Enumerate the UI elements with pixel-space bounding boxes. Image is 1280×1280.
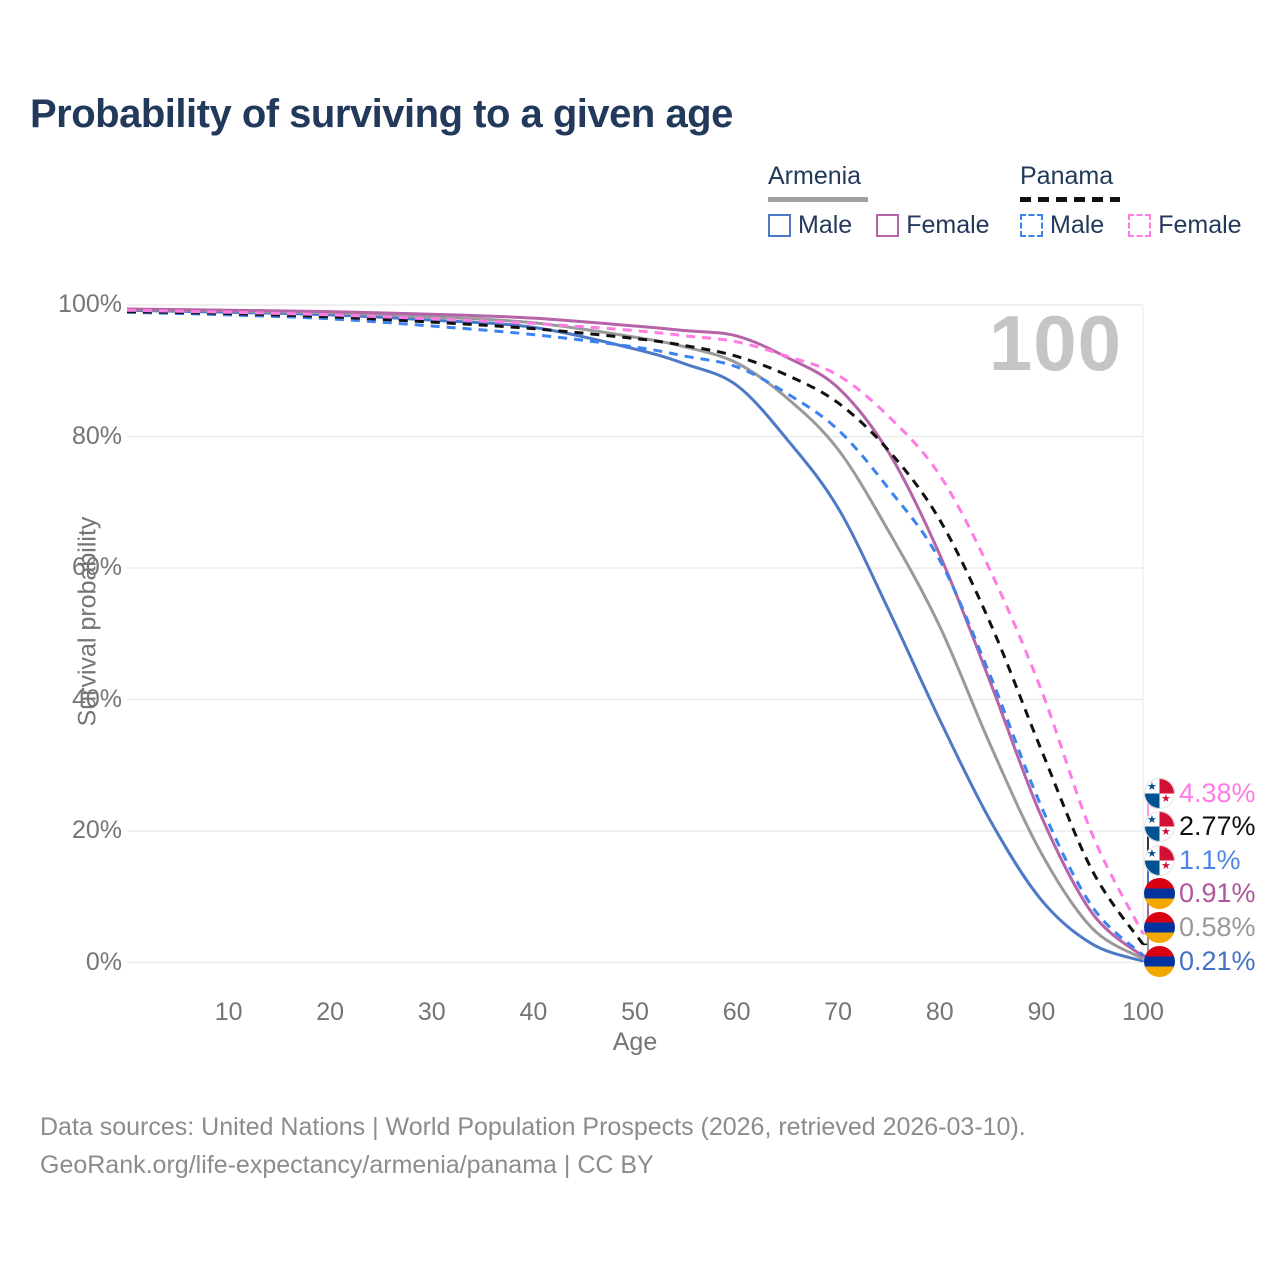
armenia-flag-icon — [1144, 945, 1175, 977]
end-label-value: 4.38% — [1179, 777, 1256, 808]
curve-armenia-male[interactable] — [126, 308, 1144, 963]
legend-item-panama-male[interactable]: Male — [1020, 211, 1104, 240]
curve-armenia-both[interactable] — [126, 308, 1144, 961]
legend-item-label: Male — [798, 211, 853, 239]
legend-item-label: Female — [906, 211, 990, 239]
legend-item-label: Female — [1158, 211, 1242, 239]
x-tick-60: 60 — [722, 998, 751, 1026]
legend-rule-armenia-solid-line — [768, 197, 868, 202]
end-label-row-armenia-female: 0.91% — [1144, 877, 1256, 911]
x-tick-90: 90 — [1027, 998, 1056, 1026]
end-label-row-armenia-both: 0.58% — [1144, 910, 1256, 944]
end-label-row-armenia-male: 0.21% — [1144, 944, 1256, 978]
x-axis-title: Age — [612, 1028, 658, 1056]
armenia-flag-icon — [1144, 878, 1175, 910]
x-tick-80: 80 — [925, 998, 954, 1026]
footer-attribution-link[interactable]: GeoRank.org/life-expectancy/armenia/pana… — [40, 1151, 654, 1179]
x-tick-100: 100 — [1122, 998, 1164, 1026]
end-label-row-panama-both: ★ ★ 2.77% — [1144, 810, 1256, 844]
panama-female-swatch-icon — [1128, 214, 1152, 237]
armenia-flag-icon — [1144, 911, 1175, 943]
legend-rule-panama-dashed-line — [1020, 197, 1120, 202]
panama-flag-icon: ★ ★ — [1144, 811, 1175, 843]
y-tick-60: 60% — [71, 553, 122, 581]
x-tick-40: 40 — [519, 998, 548, 1026]
y-tick-80: 80% — [71, 421, 122, 450]
legend-group-armenia: Armenia Male Female — [768, 162, 990, 240]
x-tick-70: 70 — [824, 998, 853, 1026]
end-label-row-panama-male: ★ ★ 1.1% — [1144, 843, 1241, 877]
panama-blue-star-icon: ★ — [1147, 814, 1157, 827]
curve-panama-both[interactable] — [126, 310, 1145, 946]
legend-item-panama-female[interactable]: Female — [1128, 211, 1242, 240]
x-tick-30: 30 — [417, 998, 446, 1026]
y-axis-title: Survival probability — [73, 516, 102, 727]
legend-item-armenia-male[interactable]: Male — [768, 211, 852, 240]
y-tick-40: 40% — [71, 684, 122, 713]
legend-header-armenia[interactable]: Armenia — [768, 162, 862, 190]
x-tick-10: 10 — [214, 998, 243, 1026]
panama-flag-icon: ★ ★ — [1144, 844, 1175, 876]
page-title: Probability of surviving to a given age — [30, 92, 733, 136]
panama-flag-icon: ★ ★ — [1144, 777, 1175, 809]
armenia-male-swatch-icon — [768, 214, 791, 237]
legend-item-armenia-female[interactable]: Female — [876, 211, 990, 240]
panama-red-star-icon: ★ — [1161, 826, 1171, 839]
end-label-value: 1.1% — [1179, 844, 1241, 875]
y-tick-0: 0% — [85, 947, 122, 976]
legend-header-panama[interactable]: Panama — [1020, 162, 1114, 190]
footer: Data sources: United Nations | World Pop… — [40, 1108, 1026, 1184]
x-tick-20: 20 — [316, 998, 345, 1026]
curve-panama-male[interactable] — [126, 310, 1145, 957]
legend-group-panama: Panama Male Female — [1020, 162, 1242, 240]
y-tick-20: 20% — [71, 816, 122, 844]
end-label-value: 0.58% — [1179, 911, 1256, 942]
panama-red-star-icon: ★ — [1161, 859, 1171, 872]
y-tick-100: 100% — [58, 290, 122, 318]
footer-data-sources: Data sources: United Nations | World Pop… — [40, 1113, 1026, 1141]
curve-panama-female[interactable] — [126, 308, 1145, 935]
watermark-age-100: 100 — [988, 299, 1122, 387]
end-label-value: 0.91% — [1179, 878, 1256, 909]
panama-male-swatch-icon — [1020, 214, 1043, 237]
curve-armenia-female[interactable] — [126, 307, 1144, 958]
panama-red-star-icon: ★ — [1161, 792, 1171, 805]
panama-blue-star-icon: ★ — [1147, 780, 1157, 793]
end-label-row-panama-female: ★ ★ 4.38% — [1144, 776, 1256, 810]
x-tick-50: 50 — [621, 998, 649, 1026]
legend-item-label: Male — [1050, 211, 1105, 239]
panama-blue-star-icon: ★ — [1147, 847, 1157, 860]
armenia-female-swatch-icon — [876, 214, 900, 237]
end-label-value: 0.21% — [1179, 945, 1256, 976]
end-label-value: 2.77% — [1179, 811, 1256, 842]
